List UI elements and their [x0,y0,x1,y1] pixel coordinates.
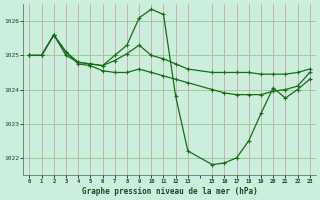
X-axis label: Graphe pression niveau de la mer (hPa): Graphe pression niveau de la mer (hPa) [82,187,258,196]
